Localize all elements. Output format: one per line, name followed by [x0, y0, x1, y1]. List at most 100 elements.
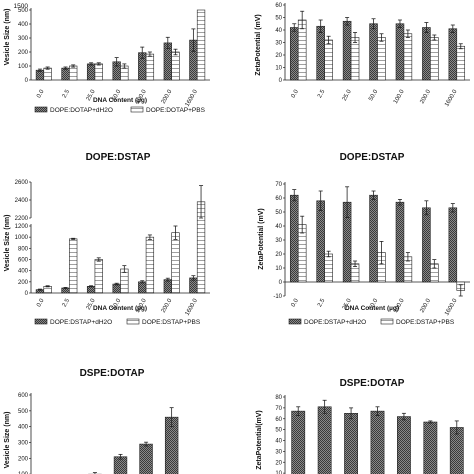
- bar: [86, 285, 96, 294]
- panel-zeta-potential-dstap: DOPE:DSTAP ZetaPotential (mV) -10 0 10 20 30…: [258, 152, 470, 326]
- y-tick-label: 20: [275, 53, 282, 59]
- y-tick-label: 200: [18, 280, 29, 286]
- legend: DOPE:DOTAP+dH2O DOPE:DOTAP+PBS: [34, 106, 206, 114]
- legend-label-a: DOPE:DSTAP+dH2O: [50, 319, 112, 326]
- x-tick-label: 25.0: [86, 88, 97, 102]
- bars: [35, 9, 206, 81]
- bars: [88, 407, 179, 474]
- legend-swatch-b: [130, 106, 144, 113]
- x-tick-label: 200.0: [161, 88, 174, 105]
- bar: [163, 279, 172, 294]
- y-tick-label: 60: [275, 417, 282, 423]
- y-tick-label: 40: [275, 224, 282, 230]
- y-tick-label: 500: [18, 8, 29, 14]
- x-tick-label: 0.0: [36, 297, 46, 308]
- x-tick-label: 25.0: [342, 88, 353, 102]
- y-tick-label: 100: [18, 64, 29, 70]
- y-top-break-label: 1500: [14, 3, 29, 10]
- y-axis-label: ZetaPotential(mV): [256, 410, 263, 470]
- y-axis-label: Vesicle Size (nm): [4, 215, 11, 272]
- bar: [112, 283, 121, 294]
- bar: [403, 33, 413, 81]
- y-ticks: 0 200 400 600 800 1000 1200 2200 2400 2600: [15, 180, 210, 297]
- bar: [350, 37, 360, 81]
- bar: [456, 45, 466, 81]
- x-tick-label: 1600.0: [444, 88, 459, 107]
- x-tick-label: 1600.0: [185, 88, 200, 107]
- y-tick-label: 200: [18, 50, 29, 56]
- bars: [289, 186, 466, 297]
- bar: [69, 238, 78, 294]
- legend: DOPE:DSTAP+dH2O DOPE:DSTAP+PBS: [288, 318, 455, 326]
- x-tick-label: 100.0: [393, 88, 406, 105]
- y-tick-label: 30: [275, 238, 282, 244]
- y-tick-label: 70: [275, 406, 282, 412]
- bar: [61, 67, 70, 81]
- x-tick-label: 50.0: [111, 88, 122, 102]
- x-tick-label: 200.0: [419, 297, 432, 314]
- bars: [291, 399, 464, 474]
- y-tick-label: 2400: [15, 198, 29, 204]
- y-tick-label: 1000: [15, 235, 29, 241]
- legend-swatch-a: [288, 318, 302, 325]
- x-tick-label: 50.0: [368, 88, 379, 102]
- bar: [430, 37, 439, 81]
- bar: [369, 194, 378, 283]
- bar: [324, 253, 333, 283]
- legend: DOPE:DSTAP+dH2O DOPE:DSTAP+PBS: [34, 318, 201, 326]
- legend-swatch-a: [34, 318, 48, 325]
- x-tick-label: 1600.0: [185, 297, 200, 316]
- panel-zeta-potential-dotap: ZetaPotential (mV) 0 10 20 30 40 50 60 0.0 2.5 2…: [255, 3, 470, 108]
- bar: [422, 27, 431, 81]
- x-axis-label: DNA Content (µg): [93, 97, 147, 104]
- y-tick-label: 40: [275, 28, 282, 34]
- x-tick-label: 50.0: [368, 297, 379, 311]
- bar: [289, 194, 299, 283]
- x-tick-label: 200.0: [419, 88, 432, 105]
- x-tick-label: 25.0: [86, 297, 97, 311]
- panel-vesicle-size-dotap: Vesicle Size (nm) 0 100 200 300 400 500 0.0 2.…: [4, 3, 210, 114]
- y-tick-label: 0: [25, 291, 29, 297]
- x-tick-label: 2.5: [317, 297, 327, 308]
- legend-label-b: DOPE:DSTAP+PBS: [396, 319, 455, 326]
- panel-title: DSPE:DOTAP: [340, 378, 405, 389]
- y-tick-label: 2600: [15, 180, 29, 186]
- bar: [145, 236, 155, 294]
- x-tick-label: 0.0: [291, 88, 301, 99]
- bar: [395, 201, 405, 283]
- legend-label-b: DOPE:DOTAP+PBS: [146, 107, 206, 114]
- bar: [145, 53, 155, 81]
- x-tick-label: 25.0: [342, 297, 353, 311]
- y-tick-label: 50: [275, 16, 282, 22]
- bar: [370, 410, 385, 474]
- y-tick-label: 100: [18, 472, 29, 474]
- y-tick-label: 0: [279, 280, 283, 286]
- x-axis-label: DNA Content (µg): [345, 305, 399, 312]
- x-tick-label: 0.0: [36, 88, 46, 99]
- y-tick-label: 400: [18, 425, 29, 431]
- y-tick-label: 2200: [15, 216, 29, 222]
- bar: [397, 416, 411, 474]
- legend-swatch-b: [126, 318, 140, 325]
- bar: [448, 207, 458, 283]
- bar: [422, 207, 431, 283]
- bar: [139, 443, 153, 474]
- y-tick-label: 0: [25, 78, 29, 84]
- bar: [94, 259, 103, 294]
- legend-label-a: DOPE:DSTAP+dH2O: [304, 319, 366, 326]
- panel-zeta-potential-dspe: DSPE:DOTAP ZetaPotential(mV) 01020304050…: [256, 378, 464, 474]
- y-axis-label: Vesicle Size (nm): [4, 9, 11, 66]
- y-tick-label: 500: [18, 409, 29, 415]
- y-tick-label: 40: [275, 439, 282, 445]
- x-tick-label: 2.5: [62, 88, 72, 99]
- y-tick-label: 60: [275, 3, 282, 9]
- bar: [423, 421, 438, 474]
- y-tick-label: 80: [275, 395, 282, 401]
- y-tick-label: 10: [275, 66, 282, 72]
- panel-title: DSPE:DOTAP: [80, 368, 145, 379]
- bar: [395, 23, 405, 81]
- bar: [289, 27, 299, 81]
- panel-title: DOPE:DSTAP: [340, 152, 405, 163]
- y-tick-label: 0: [279, 78, 283, 84]
- bars: [289, 10, 466, 81]
